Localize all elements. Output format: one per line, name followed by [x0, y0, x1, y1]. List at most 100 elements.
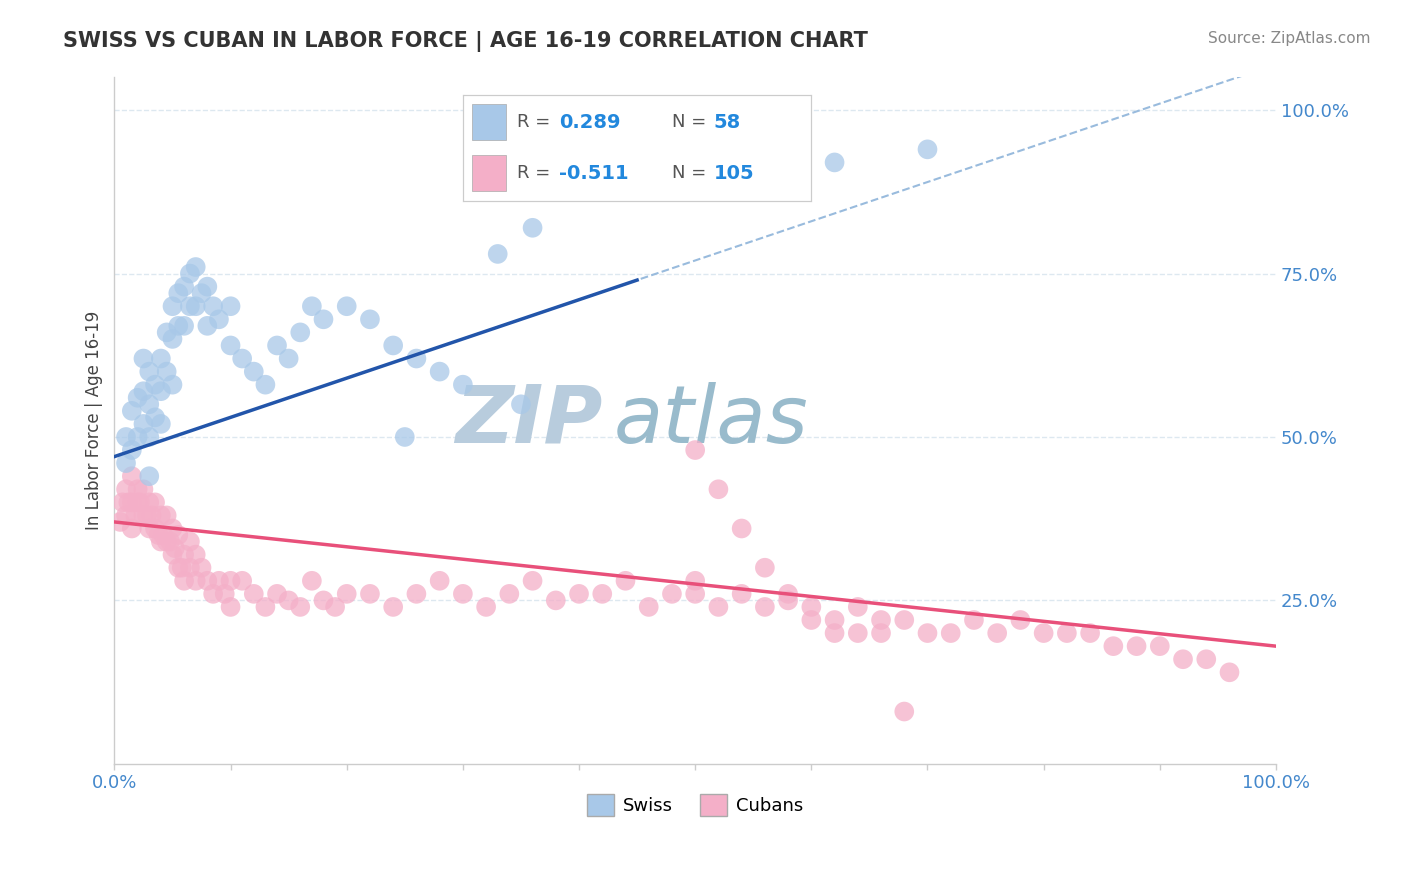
Point — [143, 410, 166, 425]
Point — [184, 299, 207, 313]
Point — [136, 508, 159, 523]
Point — [730, 587, 752, 601]
Point — [683, 587, 706, 601]
Point — [277, 593, 299, 607]
Point — [162, 299, 184, 313]
Point — [127, 495, 149, 509]
Point — [336, 587, 359, 601]
Point — [138, 365, 160, 379]
Point — [149, 508, 172, 523]
Point — [614, 574, 637, 588]
Point — [243, 365, 266, 379]
Point — [127, 391, 149, 405]
Text: SWISS VS CUBAN IN LABOR FORCE | AGE 16-19 CORRELATION CHART: SWISS VS CUBAN IN LABOR FORCE | AGE 16-1… — [63, 31, 868, 53]
Point — [451, 587, 474, 601]
Point — [167, 286, 190, 301]
Point — [152, 528, 174, 542]
Point — [870, 613, 893, 627]
Point — [824, 613, 846, 627]
Point — [202, 299, 225, 313]
Point — [143, 521, 166, 535]
Point — [124, 508, 146, 523]
Point — [312, 593, 335, 607]
Point — [522, 574, 544, 588]
Point — [127, 483, 149, 497]
Point — [117, 495, 139, 509]
Point — [132, 351, 155, 366]
Point — [156, 326, 179, 340]
Point — [1010, 613, 1032, 627]
Point — [429, 365, 451, 379]
Point — [184, 548, 207, 562]
Point — [163, 541, 186, 555]
Point — [149, 534, 172, 549]
Point — [394, 430, 416, 444]
Point — [219, 299, 242, 313]
Text: atlas: atlas — [614, 382, 808, 459]
Point — [138, 495, 160, 509]
Point — [254, 599, 277, 614]
Point — [162, 332, 184, 346]
Point — [219, 574, 242, 588]
Point — [231, 351, 253, 366]
Point — [173, 318, 195, 333]
Point — [208, 312, 231, 326]
Point — [149, 417, 172, 431]
Point — [179, 299, 201, 313]
Text: Source: ZipAtlas.com: Source: ZipAtlas.com — [1208, 31, 1371, 46]
Point — [893, 705, 915, 719]
Point — [510, 397, 533, 411]
Point — [148, 528, 170, 542]
Point — [405, 351, 427, 366]
Point — [195, 574, 218, 588]
Point — [173, 279, 195, 293]
Point — [277, 351, 299, 366]
Point — [173, 574, 195, 588]
Point — [846, 626, 869, 640]
Point — [568, 587, 591, 601]
Point — [1171, 652, 1194, 666]
Point — [184, 260, 207, 274]
Point — [115, 483, 138, 497]
Point — [156, 508, 179, 523]
Point — [121, 404, 143, 418]
Point — [1078, 626, 1101, 640]
Point — [219, 338, 242, 352]
Point — [683, 443, 706, 458]
Point — [141, 508, 163, 523]
Point — [190, 286, 212, 301]
Point — [290, 326, 312, 340]
Y-axis label: In Labor Force | Age 16-19: In Labor Force | Age 16-19 — [86, 311, 103, 530]
Point — [778, 593, 800, 607]
Point — [870, 626, 893, 640]
Point — [1218, 665, 1240, 680]
Point — [138, 397, 160, 411]
Point — [498, 587, 520, 601]
Point — [132, 508, 155, 523]
Point — [167, 318, 190, 333]
Point — [475, 599, 498, 614]
Point — [730, 521, 752, 535]
Point — [522, 220, 544, 235]
Point — [149, 351, 172, 366]
Point — [1102, 639, 1125, 653]
Point — [138, 469, 160, 483]
Point — [156, 534, 179, 549]
Point — [132, 417, 155, 431]
Point — [1056, 626, 1078, 640]
Point — [149, 384, 172, 399]
Point — [138, 521, 160, 535]
Point — [143, 377, 166, 392]
Point — [195, 279, 218, 293]
Point — [162, 377, 184, 392]
Point — [405, 587, 427, 601]
Point — [661, 587, 683, 601]
Point — [544, 593, 567, 607]
Point — [115, 430, 138, 444]
Point — [429, 574, 451, 588]
Point — [1125, 639, 1147, 653]
Point — [754, 599, 776, 614]
Point — [129, 495, 152, 509]
Point — [170, 560, 193, 574]
Point — [202, 587, 225, 601]
